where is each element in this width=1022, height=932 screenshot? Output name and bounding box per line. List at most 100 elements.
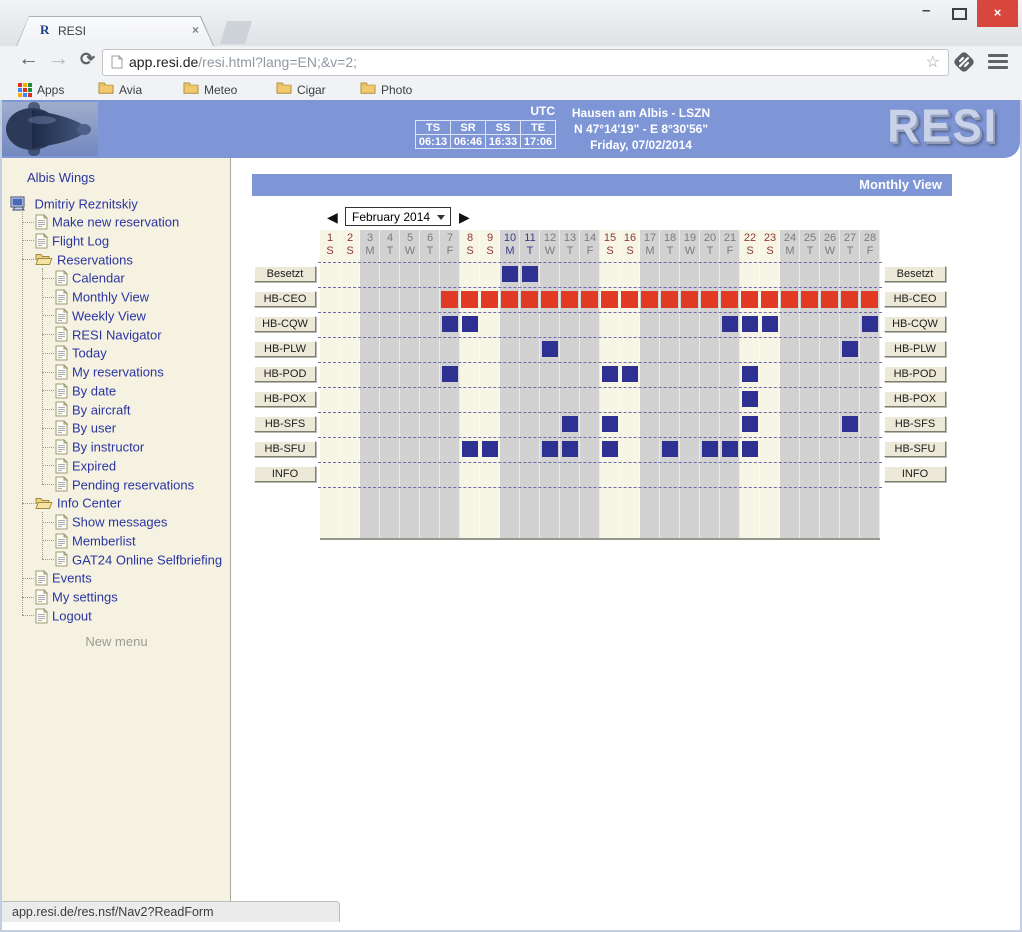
reservation-cell[interactable]	[662, 441, 678, 457]
sidebar-item-flight-log[interactable]: Flight Log	[35, 232, 109, 249]
maximize-button[interactable]	[952, 8, 967, 20]
extension-icon[interactable]	[951, 49, 977, 75]
row-label-hb-pox-left[interactable]: HB-POX	[254, 391, 316, 407]
tab-close-icon[interactable]: ×	[192, 23, 200, 37]
bookmark-folder-item[interactable]: Meteo	[183, 81, 237, 98]
sidebar-item-my-reservations[interactable]: My reservations	[55, 363, 164, 380]
reservation-cell[interactable]	[781, 291, 798, 308]
sidebar-item-expired[interactable]: Expired	[55, 457, 116, 474]
reservation-cell[interactable]	[641, 291, 658, 308]
reservation-cell[interactable]	[801, 291, 818, 308]
reservation-cell[interactable]	[521, 291, 538, 308]
reservation-cell[interactable]	[621, 291, 638, 308]
reservation-cell[interactable]	[602, 366, 618, 382]
sidebar-item-user[interactable]: Dmitriy Reznitskiy	[10, 195, 138, 212]
sidebar-item-by-instructor[interactable]: By instructor	[55, 438, 144, 455]
reservation-cell[interactable]	[502, 266, 518, 282]
reservation-cell[interactable]	[721, 291, 738, 308]
address-bar[interactable]: app.resi.de/resi.html?lang=EN;&v=2; ☆	[102, 49, 949, 76]
sidebar-item-memberlist[interactable]: Memberlist	[55, 532, 136, 549]
reservation-cell[interactable]	[462, 441, 478, 457]
reservation-cell[interactable]	[842, 416, 858, 432]
sidebar-item-logout[interactable]: Logout	[35, 607, 92, 624]
sidebar-item-info-center[interactable]: Info Center	[35, 494, 121, 511]
reservation-cell[interactable]	[602, 441, 618, 457]
sidebar-item-by-date[interactable]: By date	[55, 382, 116, 399]
reservation-cell[interactable]	[742, 416, 758, 432]
sidebar-item-reservations[interactable]: Reservations	[35, 251, 133, 268]
reservation-cell[interactable]	[481, 291, 498, 308]
row-label-hb-pox-right[interactable]: HB-POX	[884, 391, 946, 407]
reservation-cell[interactable]	[442, 316, 458, 332]
reservation-cell[interactable]	[602, 416, 618, 432]
row-label-hb-sfu-right[interactable]: HB-SFU	[884, 441, 946, 457]
reservation-cell[interactable]	[701, 291, 718, 308]
new-menu-link[interactable]: New menu	[85, 634, 148, 649]
reservation-cell[interactable]	[522, 266, 538, 282]
row-label-hb-pod-left[interactable]: HB-POD	[254, 366, 316, 382]
reservation-cell[interactable]	[441, 291, 458, 308]
reservation-cell[interactable]	[562, 416, 578, 432]
bookmark-folder-item[interactable]: Photo	[360, 81, 412, 98]
minimize-button[interactable]: –	[922, 2, 931, 19]
reservation-cell[interactable]	[661, 291, 678, 308]
browser-tab[interactable]: R RESI ×	[16, 16, 214, 46]
sidebar-item-pending-reservations[interactable]: Pending reservations	[55, 476, 194, 493]
reservation-cell[interactable]	[742, 441, 758, 457]
apps-button[interactable]: Apps	[18, 81, 64, 98]
reservation-cell[interactable]	[841, 291, 858, 308]
reservation-cell[interactable]	[442, 366, 458, 382]
back-icon[interactable]: ←	[18, 47, 39, 70]
reservation-cell[interactable]	[742, 366, 758, 382]
reservation-cell[interactable]	[542, 441, 558, 457]
row-label-hb-sfs-left[interactable]: HB-SFS	[254, 416, 316, 432]
row-label-hb-cqw-right[interactable]: HB-CQW	[884, 316, 946, 332]
reservation-cell[interactable]	[821, 291, 838, 308]
sidebar-item-by-user[interactable]: By user	[55, 419, 116, 436]
bookmark-folder-item[interactable]: Avia	[98, 81, 142, 98]
sidebar-item-by-aircraft[interactable]: By aircraft	[55, 401, 131, 418]
reload-icon[interactable]: ⟳	[80, 49, 96, 69]
reservation-cell[interactable]	[861, 291, 878, 308]
reservation-cell[interactable]	[562, 441, 578, 457]
reservation-cell[interactable]	[541, 291, 558, 308]
row-label-hb-sfu-left[interactable]: HB-SFU	[254, 441, 316, 457]
reservation-cell[interactable]	[722, 441, 738, 457]
row-label-hb-plw-right[interactable]: HB-PLW	[884, 341, 946, 357]
reservation-cell[interactable]	[482, 441, 498, 457]
row-label-hb-pod-right[interactable]: HB-POD	[884, 366, 946, 382]
reservation-cell[interactable]	[741, 291, 758, 308]
reservation-cell[interactable]	[542, 341, 558, 357]
sidebar-item-today[interactable]: Today	[55, 344, 107, 361]
sidebar-item-make-new-reservation[interactable]: Make new reservation	[35, 213, 179, 230]
menu-icon[interactable]	[988, 54, 1008, 72]
reservation-cell[interactable]	[462, 316, 478, 332]
reservation-cell[interactable]	[581, 291, 598, 308]
reservation-cell[interactable]	[461, 291, 478, 308]
reservation-cell[interactable]	[742, 316, 758, 332]
forward-icon[interactable]: →	[48, 47, 69, 70]
reservation-cell[interactable]	[681, 291, 698, 308]
row-label-hb-sfs-right[interactable]: HB-SFS	[884, 416, 946, 432]
sidebar-item-resi-navigator[interactable]: RESI Navigator	[55, 326, 162, 343]
row-label-besetzt-left[interactable]: Besetzt	[254, 266, 316, 282]
reservation-cell[interactable]	[742, 391, 758, 407]
row-label-info-right[interactable]: INFO	[884, 466, 946, 482]
row-label-hb-ceo-left[interactable]: HB-CEO	[254, 291, 316, 307]
sidebar-item-show-messages[interactable]: Show messages	[55, 513, 167, 530]
prev-month-button[interactable]: ◀	[327, 209, 338, 225]
row-label-hb-ceo-right[interactable]: HB-CEO	[884, 291, 946, 307]
sidebar-item-events[interactable]: Events	[35, 569, 92, 586]
sidebar-item-gat24-online-selfbriefing[interactable]: GAT24 Online Selfbriefing	[55, 551, 222, 568]
row-label-hb-cqw-left[interactable]: HB-CQW	[254, 316, 316, 332]
sidebar-item-weekly-view[interactable]: Weekly View	[55, 307, 146, 324]
reservation-cell[interactable]	[501, 291, 518, 308]
reservation-cell[interactable]	[702, 441, 718, 457]
month-dropdown[interactable]: February 2014	[345, 207, 451, 226]
bookmark-folder-item[interactable]: Cigar	[276, 81, 326, 98]
reservation-cell[interactable]	[601, 291, 618, 308]
reservation-cell[interactable]	[842, 341, 858, 357]
reservation-cell[interactable]	[561, 291, 578, 308]
reservation-cell[interactable]	[622, 366, 638, 382]
bookmark-star-icon[interactable]: ☆	[925, 54, 940, 71]
